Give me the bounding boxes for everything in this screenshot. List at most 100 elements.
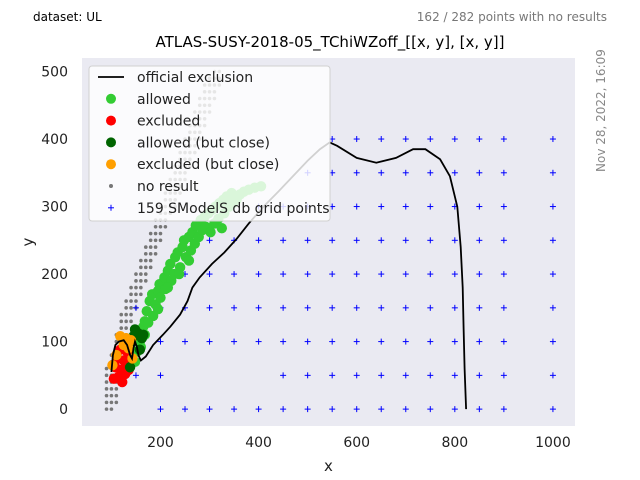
no-result-point [139,285,143,290]
grid-point-marker [157,406,164,413]
grid-point-marker [427,169,434,176]
grid-point-marker [402,136,409,143]
grid-point-marker [206,237,213,244]
grid-point-marker [500,372,507,379]
no-result-point [104,373,109,378]
no-result-point [153,245,158,249]
no-result-count: 162 / 282 points with no results [416,10,607,24]
grid-point-marker [549,237,556,244]
grid-point-marker [500,406,507,413]
grid-point-marker [451,237,458,244]
grid-point-marker [206,271,213,278]
no-result-point [104,366,109,371]
grid-point-marker [451,169,458,176]
grid-point-marker [255,304,262,311]
grid-point-marker [329,338,336,345]
grid-point-marker [231,271,238,278]
grid-point-marker [476,406,483,413]
grid-point-marker [451,136,458,143]
no-result-point [143,245,148,249]
no-result-point [114,387,119,391]
grid-point-marker [280,271,287,278]
grid-point-marker [157,372,164,379]
official-exclusion-line [110,141,467,410]
grid-point-marker [255,237,262,244]
no-result-point [124,319,128,324]
grid-point-marker [476,372,483,379]
x-tick-label: 400 [245,435,272,451]
grid-point-marker [329,271,336,278]
grid-point-marker [476,237,483,244]
grid-point-marker [427,203,434,210]
grid-point-marker [280,304,287,311]
chart-title: ATLAS-SUSY-2018-05_TChiWZoff_[[x, y], [x… [155,33,505,51]
grid-point-marker [206,304,213,311]
no-result-point [104,400,109,405]
grid-point-marker [182,406,189,413]
no-result-point [158,238,163,243]
no-result-point [129,306,133,310]
no-result-point [104,387,109,391]
grid-point-marker [476,304,483,311]
legend-label: 159 SModelS db grid points [137,201,330,217]
grid-point-marker [182,338,189,345]
allowed-point [183,255,195,266]
no-result-point [139,272,143,276]
grid-point-marker [378,203,385,210]
allowed-point [162,282,174,293]
legend-box [88,65,331,222]
grid-point-marker [132,372,139,379]
no-result-point [124,306,128,310]
grid-point-marker [402,203,409,210]
axis-ticks: 200 400 600 800 1000 0 100 200 300 400 500 [41,65,570,451]
grid-point-marker [378,136,385,143]
legend-dot-swatch [106,93,116,104]
no-result-point [124,326,128,330]
no-result-point [109,393,114,398]
grid-point-marker [304,271,311,278]
allowed-point [152,303,164,315]
grid-point-marker [549,136,556,143]
excluded-close-point [125,335,137,346]
grid-point-marker [549,372,556,379]
no-result-point [143,252,148,256]
no-result-point [109,400,114,405]
no-result-point [153,252,158,256]
no-result-point [139,265,143,270]
no-result-point [148,265,153,270]
grid-point-marker [304,372,311,379]
no-result-point [153,225,158,229]
grid-point-marker [402,406,409,413]
x-axis-label: x [324,457,333,475]
grid-point-marker [132,304,139,311]
grid-point-marker [304,304,311,311]
grid-point-marker [402,271,409,278]
no-result-point [153,238,158,243]
no-result-point [148,252,153,256]
no-result-point [134,285,138,290]
grid-point-marker [231,338,238,345]
grid-point-marker [353,169,360,176]
no-result-point [139,279,143,283]
no-result-point [143,258,148,263]
grid-point-marker [353,203,360,210]
no-result-point [148,245,153,249]
grid-point-marker [353,406,360,413]
allowed-point [155,292,166,303]
grid-point-marker [353,271,360,278]
no-result-point [104,407,109,411]
grid-point-marker [329,237,336,244]
grid-point-marker [451,406,458,413]
y-tick-label: 200 [41,267,68,283]
grid-point-marker [329,372,336,379]
grid-point-marker [378,338,385,345]
grid-point-marker [255,271,262,278]
grid-point-marker [378,271,385,278]
grid-point-marker [476,338,483,345]
legend-label: excluded (but close) [137,157,279,173]
no-result-point [139,258,143,263]
dataset-label: dataset: UL [33,10,102,24]
grid-point-marker [451,271,458,278]
y-tick-label: 300 [41,200,68,216]
grid-point-marker [549,304,556,311]
